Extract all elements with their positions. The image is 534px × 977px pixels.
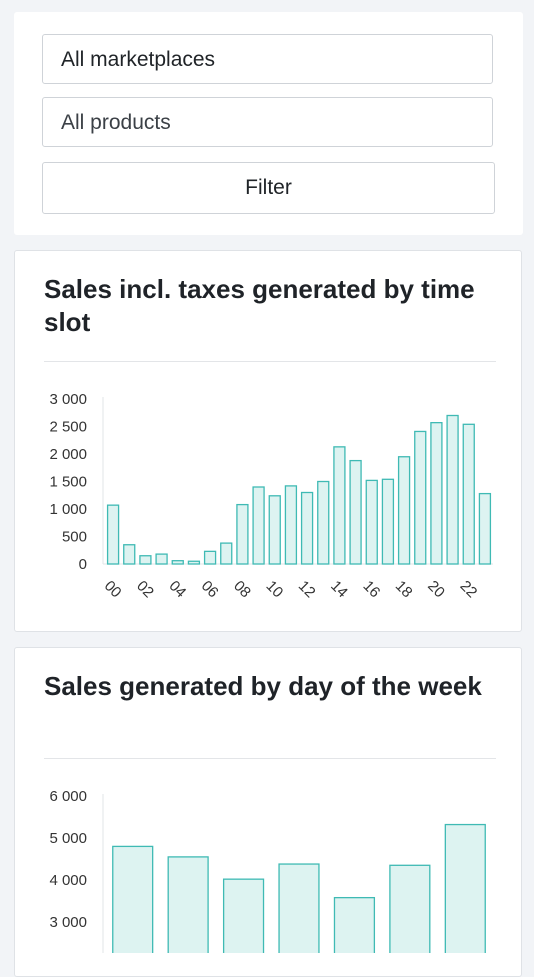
- y-tick-label: 1 500: [49, 474, 87, 491]
- bar-02: [139, 555, 152, 565]
- weekday-chart-title: Sales generated by day of the week: [44, 671, 482, 701]
- bar-08: [236, 503, 249, 565]
- y-tick-label: 2 000: [49, 446, 87, 463]
- weekday-bar: [389, 864, 431, 953]
- x-tick-label: 08: [230, 577, 254, 601]
- time-slot-bar-chart: 0 500 1 000 1 500 2 000 2 500 3 000 00 02 04 06 08 1…: [49, 391, 493, 601]
- weekday-chart-card: Sales generated by day of the week 3 000…: [14, 647, 522, 977]
- weekday-bar: [167, 856, 209, 953]
- bar-22: [462, 423, 475, 565]
- weekday-bar: [333, 896, 376, 953]
- bar-13: [317, 480, 330, 565]
- time-slot-chart-title: Sales incl. taxes generated by time slot: [44, 274, 475, 337]
- bar-05: [187, 560, 201, 565]
- bar-14: [333, 446, 346, 565]
- time-slot-chart-card: Sales incl. taxes generated by time slot…: [14, 250, 522, 632]
- weekday-bar: [444, 823, 486, 953]
- filter-button[interactable]: Filter: [42, 162, 495, 214]
- weekday-bar: [112, 845, 154, 953]
- x-tick-label: 04: [165, 577, 189, 601]
- x-tick-label: 18: [392, 577, 416, 601]
- x-tick-label: 16: [359, 577, 383, 601]
- y-tick-label: 3 000: [49, 391, 87, 408]
- filter-panel: All marketplaces All products Filter: [14, 12, 523, 235]
- bar-11: [284, 485, 298, 565]
- bar-04: [171, 560, 184, 565]
- bar-21: [446, 414, 459, 565]
- x-tick-label: 06: [198, 577, 222, 601]
- x-tick-label: 00: [101, 577, 125, 601]
- weekday-bar: [222, 878, 265, 953]
- bar-16: [365, 479, 378, 565]
- y-tick-label: 6 000: [49, 788, 87, 805]
- bar-18: [397, 456, 411, 565]
- y-tick-label: 500: [62, 529, 87, 546]
- marketplace-select[interactable]: All marketplaces: [42, 34, 493, 84]
- bar-09: [252, 486, 265, 565]
- bar-01: [123, 544, 136, 565]
- bar-20: [430, 422, 443, 565]
- x-tick-label: 02: [133, 577, 157, 601]
- x-tick-label: 10: [262, 577, 286, 601]
- bar-12: [300, 491, 314, 565]
- bar-00: [106, 504, 120, 565]
- weekday-bar: [278, 863, 320, 953]
- weekday-chart-divider: [44, 758, 496, 759]
- bar-17: [381, 478, 395, 565]
- y-tick-label: 5 000: [49, 830, 87, 847]
- bar-19: [414, 430, 427, 565]
- bar-07: [220, 542, 233, 565]
- bar-23: [478, 492, 492, 565]
- product-select[interactable]: All products: [42, 97, 493, 147]
- y-tick-label: 2 500: [49, 419, 87, 436]
- x-tick-label: 22: [456, 577, 480, 601]
- y-tick-label: 1 000: [49, 501, 87, 518]
- x-tick-label: 14: [327, 577, 351, 601]
- x-tick-label: 20: [424, 577, 448, 601]
- bar-06: [203, 550, 217, 565]
- bar-15: [349, 459, 362, 565]
- y-tick-label: 4 000: [49, 872, 87, 889]
- x-tick-label: 12: [295, 577, 319, 601]
- time-slot-chart-divider: [44, 361, 496, 362]
- y-tick-label: 0: [79, 556, 87, 573]
- bar-03: [155, 553, 168, 565]
- y-tick-label: 3 000: [49, 914, 87, 931]
- bar-10: [268, 495, 281, 565]
- weekday-bar-chart: 3 000 4 000 5 000 6 000: [49, 788, 486, 953]
